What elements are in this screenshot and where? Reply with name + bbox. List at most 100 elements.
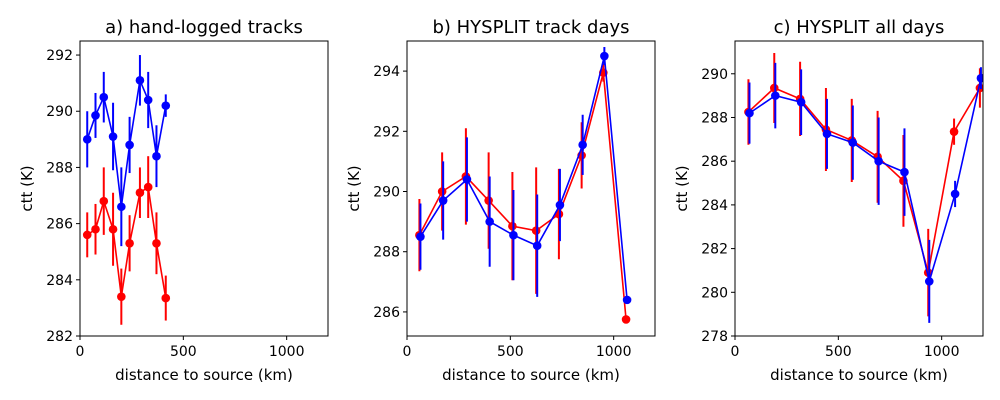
data-point <box>848 138 858 147</box>
data-point <box>135 188 145 198</box>
plot-area <box>415 47 632 324</box>
data-point <box>508 221 517 231</box>
x-tick-label: 1000 <box>269 344 305 360</box>
data-point <box>108 132 118 141</box>
x-tick-label: 0 <box>403 344 412 360</box>
panel-b: b) HYSPLIT track days distance to source … <box>345 17 656 384</box>
y-axis-label: ctt (K) <box>18 165 36 211</box>
data-point <box>416 232 425 241</box>
data-point <box>578 140 587 150</box>
data-point <box>874 156 883 166</box>
data-point <box>82 230 92 240</box>
y-tick-label: 292 <box>373 124 400 140</box>
series-line <box>419 55 628 300</box>
data-point <box>949 127 959 136</box>
data-point <box>161 293 171 303</box>
x-tick-label: 500 <box>170 344 197 360</box>
series-red <box>744 53 983 317</box>
x-axis-label: distance to source (km) <box>442 366 620 384</box>
data-point <box>99 196 109 206</box>
axes-frame <box>79 40 329 337</box>
data-point <box>99 92 109 102</box>
data-point <box>152 151 161 161</box>
data-point <box>621 315 631 324</box>
data-point <box>117 202 126 212</box>
data-point <box>796 97 806 107</box>
y-tick-label: 294 <box>373 64 400 80</box>
x-tick-label: 1000 <box>924 344 960 360</box>
data-point <box>91 111 100 120</box>
plot-area <box>744 53 983 323</box>
data-point <box>924 277 934 286</box>
x-tick-label: 0 <box>76 344 85 360</box>
x-axis-label: distance to source (km) <box>770 366 948 384</box>
series-line <box>86 77 167 207</box>
data-point <box>438 196 448 205</box>
series-blue <box>745 62 983 323</box>
y-tick-label: 282 <box>701 242 728 258</box>
series-line <box>86 185 167 299</box>
x-tick-label: 1000 <box>596 344 632 360</box>
data-point <box>125 238 134 248</box>
data-point <box>143 182 153 192</box>
x-tick-label: 500 <box>497 344 524 360</box>
data-point <box>117 292 126 301</box>
data-point <box>125 140 134 150</box>
data-point <box>91 224 100 234</box>
series-blue <box>416 47 632 305</box>
data-point <box>622 295 632 305</box>
axes-frame <box>734 40 984 337</box>
data-point <box>462 175 472 184</box>
axes-frame <box>406 40 656 337</box>
data-point <box>822 129 832 139</box>
panel-title: c) HYSPLIT all days <box>774 17 945 38</box>
data-point <box>509 230 518 240</box>
data-point <box>600 51 609 61</box>
y-tick-label: 284 <box>46 273 73 289</box>
y-tick-label: 286 <box>373 305 400 321</box>
data-point <box>152 238 161 248</box>
data-point <box>769 83 779 93</box>
series-line <box>749 77 982 285</box>
y-tick-label: 290 <box>701 67 728 83</box>
data-point <box>900 167 909 177</box>
y-tick-label: 288 <box>46 160 73 176</box>
y-tick-label: 282 <box>46 329 73 345</box>
y-tick-label: 290 <box>373 185 400 201</box>
panel-title: b) HYSPLIT track days <box>432 17 629 38</box>
x-tick-label: 500 <box>825 344 852 360</box>
data-point <box>555 200 565 210</box>
data-point <box>437 187 447 196</box>
data-point <box>976 73 983 83</box>
y-tick-label: 278 <box>701 329 728 345</box>
panel-c: c) HYSPLIT all days distance to source (k… <box>673 17 984 384</box>
data-point <box>531 226 541 235</box>
data-point <box>771 91 780 100</box>
data-point <box>745 108 754 118</box>
y-axis-label: ctt (K) <box>345 165 363 211</box>
data-point <box>82 135 92 144</box>
x-axis-label: distance to source (km) <box>115 366 293 384</box>
y-tick-label: 280 <box>701 285 728 301</box>
series-line <box>747 87 981 273</box>
y-tick-label: 292 <box>46 48 73 64</box>
series-line <box>418 72 627 320</box>
y-axis-label: ctt (K) <box>673 165 691 211</box>
plot-area <box>82 55 171 325</box>
panel-title: a) hand-logged tracks <box>105 17 303 38</box>
panel-a: a) hand-logged tracks distance to source … <box>18 17 329 384</box>
series-red <box>82 156 171 325</box>
x-tick-label: 0 <box>731 344 740 360</box>
series-blue <box>82 55 171 247</box>
data-point <box>484 196 493 205</box>
data-point <box>143 95 153 105</box>
data-point <box>108 224 118 234</box>
y-tick-label: 286 <box>46 217 73 233</box>
data-point <box>485 217 494 226</box>
y-tick-label: 284 <box>701 198 728 214</box>
data-point <box>532 241 542 250</box>
y-tick-label: 290 <box>46 104 73 120</box>
y-tick-label: 288 <box>701 110 728 126</box>
data-point <box>161 101 171 110</box>
